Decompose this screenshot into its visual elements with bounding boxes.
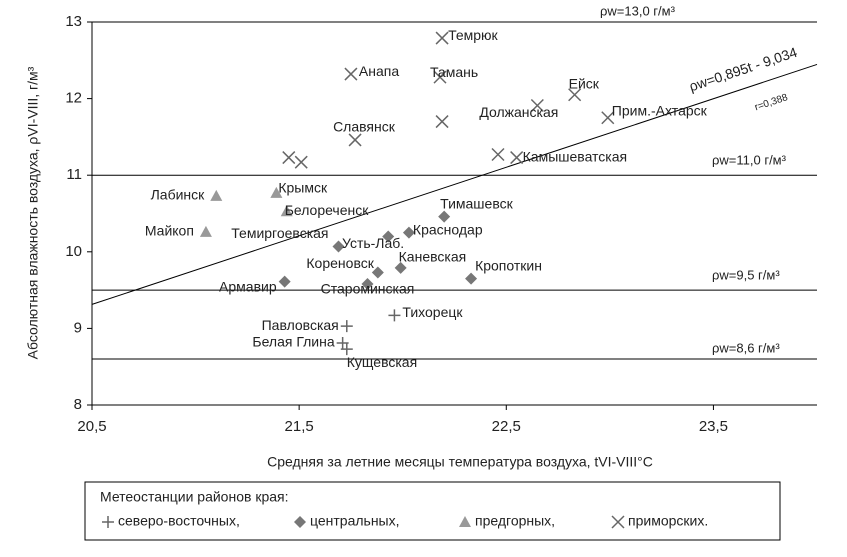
point-label: Усть-Лаб. xyxy=(342,235,404,251)
point-label: Должанская xyxy=(479,104,558,120)
point xyxy=(394,261,407,274)
trend-r-label: r=0,388 xyxy=(753,92,789,113)
point-label: Темрюк xyxy=(448,27,498,43)
point xyxy=(282,151,296,165)
point-label: Майкоп xyxy=(145,223,194,239)
point-label: Армавир xyxy=(219,278,277,294)
reference-line-label: ρw=13,0 г/м³ xyxy=(600,3,676,18)
point xyxy=(210,189,223,201)
point xyxy=(332,240,345,253)
point xyxy=(199,225,212,237)
point xyxy=(435,115,449,129)
point-label: Тимашевск xyxy=(440,195,513,211)
point xyxy=(530,98,544,113)
point xyxy=(402,226,415,239)
legend-box xyxy=(84,481,781,541)
point xyxy=(280,205,293,217)
x-tick-label: 21,5 xyxy=(285,418,314,435)
point-label: Староминская xyxy=(321,281,415,297)
point-label: Тамань xyxy=(430,64,478,80)
point-label: Кореновск xyxy=(306,255,374,271)
point xyxy=(491,147,505,162)
y-tick-label: 12 xyxy=(65,90,82,107)
point xyxy=(465,272,478,285)
x-axis-label: Средняя за летние месяцы температура воз… xyxy=(267,454,653,470)
y-tick-label: 9 xyxy=(74,319,82,336)
point xyxy=(278,275,291,288)
point-label: Белореченск xyxy=(285,202,370,218)
point xyxy=(438,210,451,223)
point-label: Белая Глина xyxy=(252,334,334,350)
y-tick-label: 8 xyxy=(74,396,82,413)
point xyxy=(601,111,615,125)
legend-label: северо-восточных, xyxy=(118,513,240,529)
point-label: Павловская xyxy=(262,317,339,333)
point xyxy=(270,186,283,198)
point-label: Темиргоевская xyxy=(231,225,328,241)
point-label: Славянск xyxy=(333,119,396,135)
y-axis-label: Абсолютная влажность воздуха, ρVI-VIII, … xyxy=(25,66,41,359)
legend-label: центральных, xyxy=(310,513,400,529)
legend-marker xyxy=(102,516,114,528)
legend-label: приморских. xyxy=(628,513,708,529)
point xyxy=(568,88,582,102)
point xyxy=(340,343,353,356)
trend-line xyxy=(91,63,818,305)
point-label: Кропоткин xyxy=(475,257,542,273)
y-tick-label: 11 xyxy=(66,166,82,183)
point xyxy=(382,230,395,243)
legend-title: Метеостанции районов края: xyxy=(100,489,288,505)
reference-line-label: ρw=11,0 г/м³ xyxy=(712,153,787,168)
reference-line-label: ρw=9,5 г/м³ xyxy=(712,268,780,283)
legend-label: предгорных, xyxy=(475,513,555,529)
point-label: Прим.-Ахтарск xyxy=(612,102,708,118)
point-label: Кущевская xyxy=(347,354,417,370)
point xyxy=(336,336,349,349)
point xyxy=(340,320,353,333)
point xyxy=(294,155,308,169)
point xyxy=(435,31,449,45)
point xyxy=(344,67,358,81)
point-label: Ейск xyxy=(569,75,600,91)
legend-marker xyxy=(611,515,625,529)
point-label: Крымск xyxy=(278,180,328,196)
point-label: Анапа xyxy=(359,63,399,79)
point xyxy=(388,309,401,322)
x-tick-label: 22,5 xyxy=(492,418,521,435)
point-label: Тихорецк xyxy=(402,304,463,320)
x-tick-label: 23,5 xyxy=(699,418,728,435)
point-label: Лабинск xyxy=(151,187,206,203)
y-tick-label: 13 xyxy=(65,13,82,30)
reference-line-label: ρw=8,6 г/м³ xyxy=(712,340,780,355)
point-label: Краснодар xyxy=(413,221,483,237)
point xyxy=(361,277,374,290)
point xyxy=(510,151,524,165)
point-label: Камышеватская xyxy=(523,148,627,164)
x-tick-label: 20,5 xyxy=(77,418,106,435)
point xyxy=(371,266,384,279)
legend-marker xyxy=(459,516,471,527)
point xyxy=(433,70,447,84)
point xyxy=(348,133,362,147)
point-label: Каневская xyxy=(399,249,467,265)
legend-marker xyxy=(294,516,306,528)
y-tick-label: 10 xyxy=(65,243,82,260)
trend-label: ρw=0,895t - 9,034 xyxy=(687,44,799,95)
